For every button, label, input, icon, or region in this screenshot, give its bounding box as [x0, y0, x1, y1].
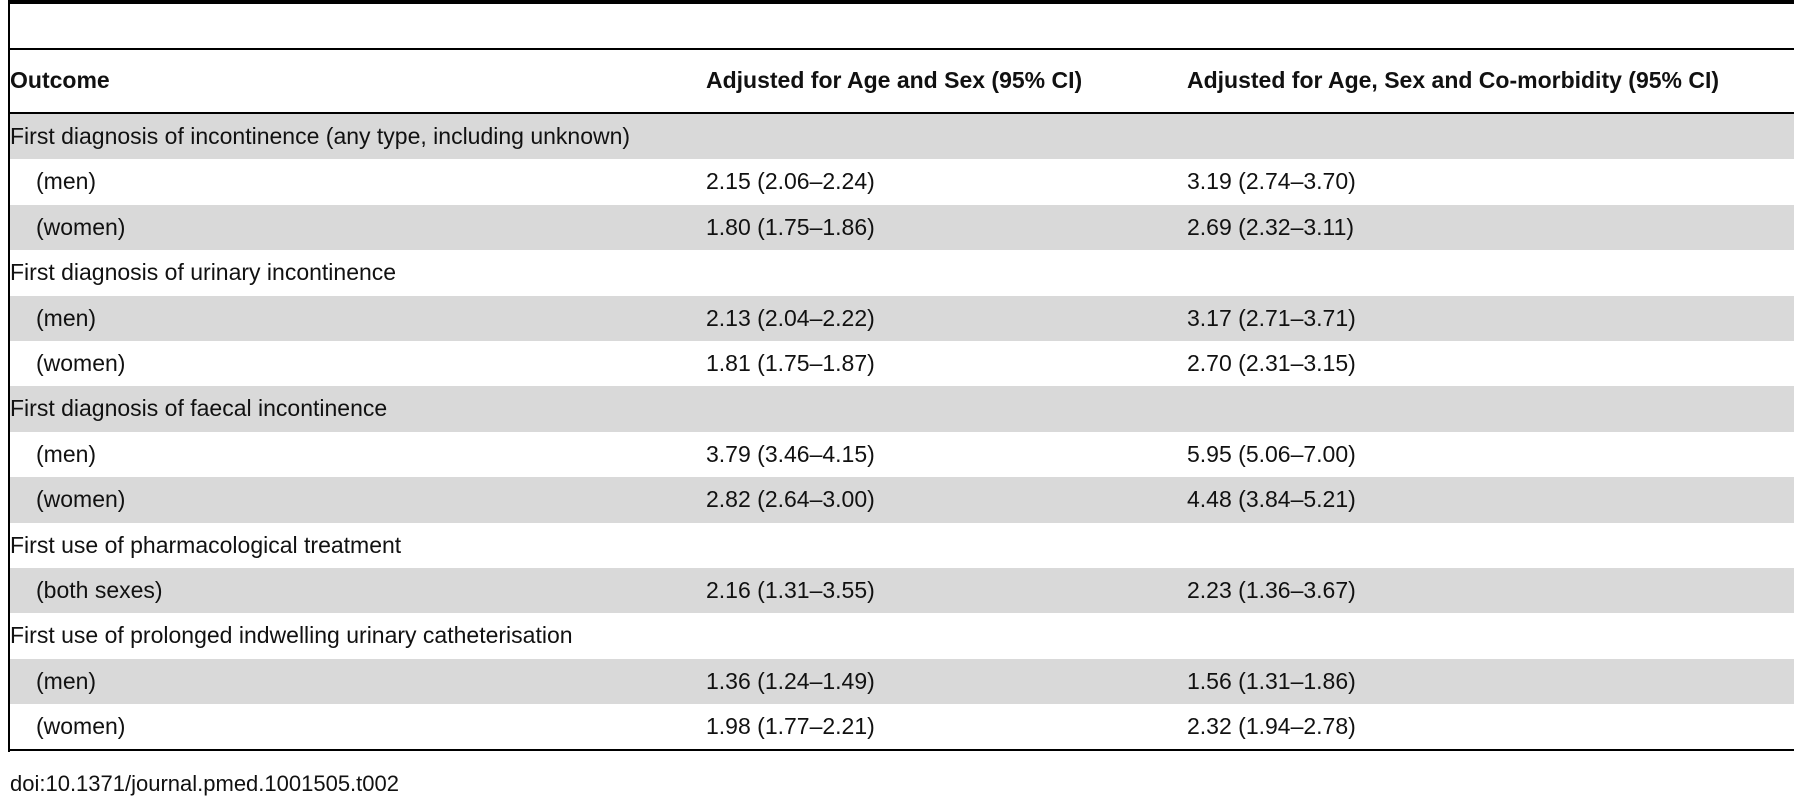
outcome-cell: (women): [36, 713, 126, 740]
age-sex-comorbidity-cell: 2.70 (2.31–3.15): [1187, 349, 1356, 376]
doi-link[interactable]: doi:10.1371/journal.pmed.1001505.t002: [10, 771, 399, 796]
age-sex-comorbidity-cell: 2.32 (1.94–2.78): [1187, 713, 1356, 740]
age-sex-cell: 1.81 (1.75–1.87): [706, 349, 875, 376]
top-rule: [8, 0, 1794, 4]
outcome-cell: (men): [36, 168, 97, 195]
outcome-cell: (men): [36, 304, 97, 331]
table-row: First diagnosis of incontinence (any typ…: [10, 114, 1794, 160]
header-age-sex-comorbidity: Adjusted for Age, Sex and Co-morbidity (…: [1187, 67, 1720, 93]
age-sex-cell: 1.98 (1.77–2.21): [706, 713, 875, 740]
outcome-cell: (both sexes): [36, 576, 163, 603]
table-row: (both sexes) 2.16 (1.31–3.55) 2.23 (1.36…: [10, 567, 1794, 614]
age-sex-comorbidity-cell: 5.95 (5.06–7.00): [1187, 440, 1356, 467]
age-sex-comorbidity-cell: 4.48 (3.84–5.21): [1187, 486, 1356, 513]
table-header: Outcome Adjusted for Age and Sex (95% CI…: [10, 48, 1794, 114]
table-row: First diagnosis of faecal incontinence: [10, 386, 1794, 432]
outcome-cell: (men): [36, 667, 97, 694]
outcome-cell: (men): [36, 440, 97, 467]
outcome-cell: (women): [36, 486, 126, 513]
left-border: [8, 0, 10, 752]
age-sex-comorbidity-cell: 2.23 (1.36–3.67): [1187, 576, 1356, 603]
header-age-sex: Adjusted for Age and Sex (95% CI): [706, 67, 1083, 93]
outcome-cell: First diagnosis of urinary incontinence: [10, 259, 397, 286]
table-row: (men) 2.13 (2.04–2.22) 3.17 (2.71–3.71): [10, 295, 1794, 341]
outcome-cell: First use of prolonged indwelling urinar…: [10, 622, 573, 649]
age-sex-cell: 2.15 (2.06–2.24): [706, 168, 875, 195]
table-row: (men) 3.79 (3.46–4.15) 5.95 (5.06–7.00): [10, 432, 1794, 477]
outcome-cell: First diagnosis of faecal incontinence: [10, 395, 388, 422]
table-row: (men) 1.36 (1.24–1.49) 1.56 (1.31–1.86): [10, 658, 1794, 705]
age-sex-comorbidity-cell: 3.17 (2.71–3.71): [1187, 304, 1356, 331]
table-row: (men) 2.15 (2.06–2.24) 3.19 (2.74–3.70): [10, 159, 1794, 204]
outcome-cell: (women): [36, 213, 126, 240]
age-sex-comorbidity-cell: 2.69 (2.32–3.11): [1187, 213, 1355, 240]
bottom-rule: [10, 749, 1794, 752]
header-outcome: Outcome: [10, 67, 110, 93]
age-sex-cell: 2.82 (2.64–3.00): [706, 486, 875, 513]
table-row: (women) 1.98 (1.77–2.21) 2.32 (1.94–2.78…: [10, 704, 1794, 749]
age-sex-cell: 2.16 (1.31–3.55): [706, 576, 875, 603]
age-sex-cell: 2.13 (2.04–2.22): [706, 304, 875, 331]
table-row: First use of pharmacological treatment: [10, 523, 1794, 568]
table-row: (women) 2.82 (2.64–3.00) 4.48 (3.84–5.21…: [10, 477, 1794, 523]
age-sex-comorbidity-cell: 1.56 (1.31–1.86): [1187, 667, 1356, 694]
age-sex-cell: 1.36 (1.24–1.49): [706, 667, 875, 694]
outcome-cell: First diagnosis of incontinence (any typ…: [10, 123, 631, 149]
age-sex-comorbidity-cell: 3.19 (2.74–3.70): [1187, 168, 1356, 195]
outcome-cell: First use of pharmacological treatment: [10, 531, 402, 558]
age-sex-cell: 3.79 (3.46–4.15): [706, 440, 875, 467]
age-sex-cell: 1.80 (1.75–1.86): [706, 213, 875, 240]
table-row: (women) 1.81 (1.75–1.87) 2.70 (2.31–3.15…: [10, 341, 1794, 386]
table-row: (women) 1.80 (1.75–1.86) 2.69 (2.32–3.11…: [10, 204, 1794, 251]
outcome-cell: (women): [36, 349, 126, 376]
table-row: First diagnosis of urinary incontinence: [10, 250, 1794, 295]
table-row: First use of prolonged indwelling urinar…: [10, 613, 1794, 658]
results-table: Outcome Adjusted for Age and Sex (95% CI…: [10, 48, 1794, 752]
